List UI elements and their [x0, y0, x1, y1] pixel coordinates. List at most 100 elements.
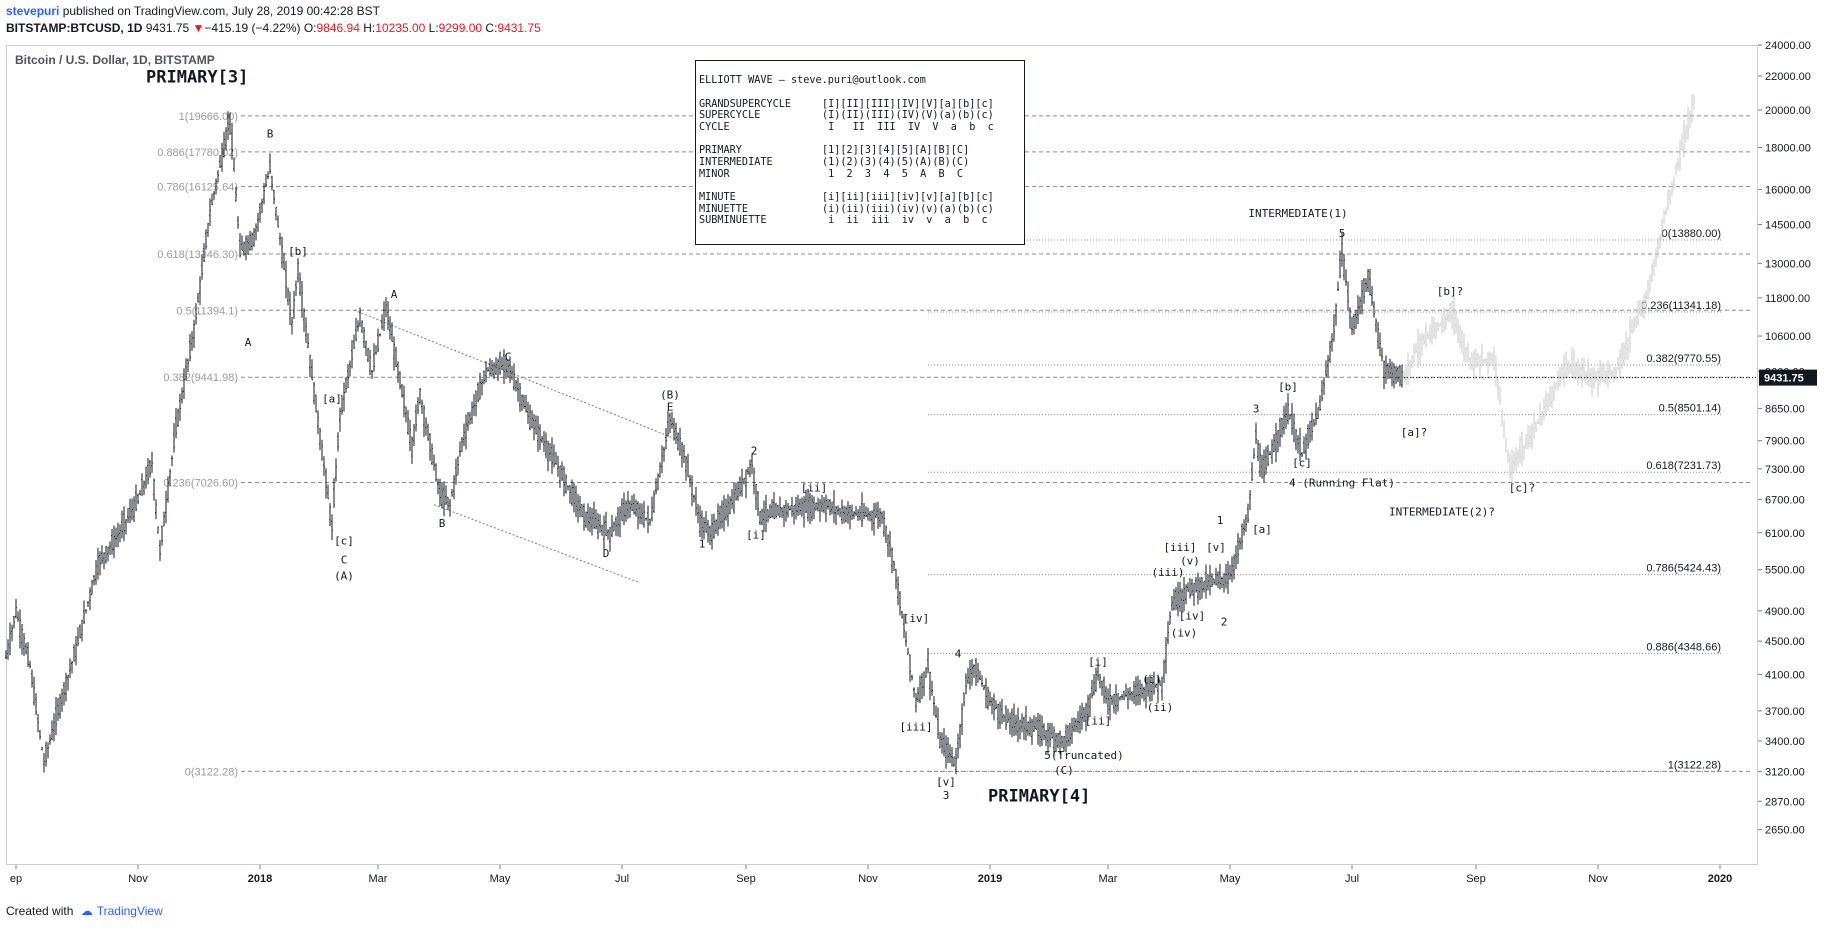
y-tick-label: 4100.00 — [1765, 669, 1805, 681]
ohlc-bar — [945, 735, 947, 769]
ohlc-bar — [963, 692, 965, 707]
wave-label: [b] — [288, 245, 308, 258]
ohlc-bar — [215, 178, 217, 195]
ohlc-bar — [43, 753, 45, 773]
ohlc-bar — [1161, 676, 1163, 701]
ohlc-bar — [585, 511, 587, 528]
ohlc-bar — [1003, 714, 1005, 723]
ohlc-bar — [1173, 588, 1175, 611]
wave-label: 2 — [1221, 616, 1228, 629]
ohlc-bar — [679, 427, 681, 456]
ohlc-bar — [967, 667, 969, 685]
projection-bar — [1559, 366, 1561, 387]
ohlc-bar — [355, 317, 357, 342]
projection-bar — [1581, 356, 1583, 388]
ohlc-bar — [483, 370, 485, 385]
ohlc-bar — [409, 419, 411, 451]
legend-degree-labels: (i)(ii)(iii)(iv)(v)(a)(b)(c) — [822, 203, 994, 215]
ohlc-bar — [1103, 676, 1105, 704]
ohlc-bar — [889, 530, 891, 557]
fib-right-label: 0.5(8501.14) — [1659, 403, 1721, 415]
ohlc-bar — [1023, 716, 1025, 740]
ohlc-bar — [417, 397, 419, 415]
ohlc-bar — [147, 458, 149, 485]
ohlc-bar — [1047, 722, 1049, 754]
ohlc-bar — [731, 489, 733, 509]
ohlc-bar — [487, 367, 489, 372]
ohlc-bar — [1275, 422, 1277, 463]
ohlc-bar — [693, 494, 695, 503]
ohlc-bar — [891, 547, 893, 574]
ohlc-bar — [1009, 712, 1011, 735]
ohlc-bar — [497, 358, 499, 381]
projection-bar — [1585, 371, 1587, 385]
ohlc-bar — [879, 507, 881, 528]
ohlc-bar — [105, 546, 107, 564]
projection-bar — [1453, 297, 1455, 336]
ohlc-bar — [41, 746, 43, 751]
ohlc-bar — [1123, 690, 1125, 701]
y-tick-label: 4500.00 — [1765, 636, 1805, 648]
ohlc-bar — [899, 591, 901, 616]
ohlc-bar — [279, 232, 281, 246]
ohlc-bar — [1197, 572, 1199, 605]
ohlc-bar — [1217, 571, 1219, 588]
fib-level-label: 0.236(7026.60) — [163, 477, 238, 489]
ohlc-bar — [1367, 269, 1369, 292]
ohlc-bar — [1377, 322, 1379, 350]
ohlc-bar — [101, 545, 103, 564]
ohlc-bar — [307, 333, 309, 349]
ohlc-bar — [327, 484, 329, 500]
ohlc-bar — [1131, 691, 1133, 702]
ohlc-bar — [1215, 567, 1217, 586]
ohlc-bar — [11, 624, 13, 642]
ohlc-bar — [257, 212, 259, 232]
ohlc-bar — [877, 501, 879, 529]
ohlc-bar — [139, 489, 141, 496]
ohlc-bar — [875, 502, 877, 519]
projection-bar — [1415, 343, 1417, 354]
projection-bar — [1477, 352, 1479, 367]
projection-bar — [1599, 360, 1601, 386]
projection-bar — [1525, 434, 1527, 449]
ohlc-bar — [303, 308, 305, 332]
ohlc-bar — [1283, 405, 1285, 435]
fib-right-label: 0.236(11341.18) — [1641, 300, 1721, 312]
ohlc-bar — [531, 410, 533, 429]
trendline — [433, 504, 641, 584]
ohlc-bar — [855, 506, 857, 516]
ohlc-bar — [217, 170, 219, 183]
ohlc-bar — [1289, 414, 1291, 420]
projection-bar — [1409, 359, 1411, 376]
ohlc-bar — [919, 675, 921, 704]
ohlc-bar — [1011, 708, 1013, 738]
ohlc-bar — [1031, 718, 1033, 745]
ohlc-bar — [627, 490, 629, 519]
author-link[interactable]: stevepuri — [6, 4, 60, 18]
wave-label: [iv] — [903, 612, 930, 625]
ohlc-bar — [439, 478, 441, 507]
ohlc-bar — [1241, 523, 1243, 550]
projection-bar — [1475, 348, 1477, 368]
ohlc-bar — [91, 580, 93, 596]
ohlc-bar — [51, 720, 53, 741]
ohlc-bar — [1341, 232, 1343, 267]
ohlc-bar — [373, 343, 375, 372]
ohlc-bar — [959, 723, 961, 749]
legend-degree-labels: [i][ii][iii][iv][v][a][b][c] — [822, 192, 994, 204]
ohlc-bar — [1401, 364, 1403, 388]
ohlc-bar — [601, 524, 603, 536]
projection-bar — [1573, 348, 1575, 380]
ohlc-bar — [1221, 576, 1223, 589]
ohlc-bar — [1287, 393, 1289, 425]
tradingview-brand-link[interactable]: TradingView — [96, 904, 163, 918]
projection-bar — [1491, 353, 1493, 365]
y-tick-label: 3700.00 — [1765, 706, 1805, 718]
ohlc-bar — [977, 662, 979, 683]
ohlc-bar — [245, 235, 247, 261]
ohlc-bar — [741, 468, 743, 497]
ohlc-bar — [561, 461, 563, 481]
wave-label: [ii] — [1085, 715, 1112, 728]
symbol-label: BITSTAMP:BTCUSD, 1D — [6, 21, 143, 35]
